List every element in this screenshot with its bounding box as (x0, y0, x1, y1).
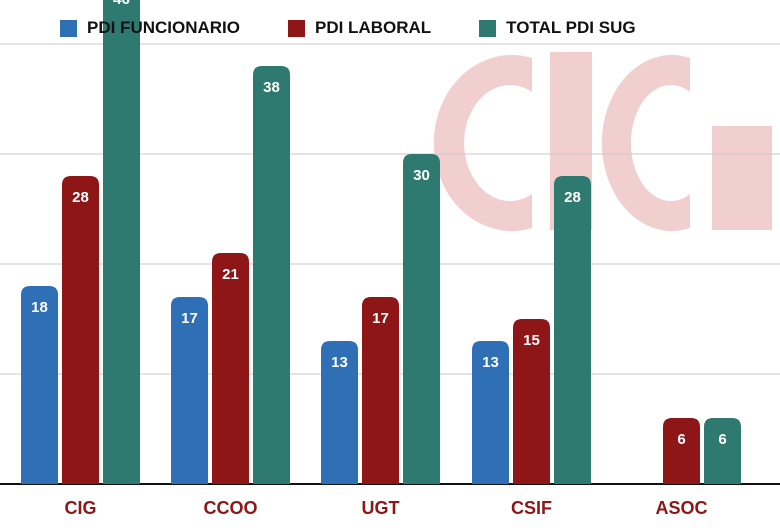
legend-label: PDI FUNCIONARIO (87, 18, 240, 37)
legend-label: PDI LABORAL (315, 18, 432, 37)
bar-csif-1 (513, 319, 550, 484)
bar-value-label: 6 (718, 431, 726, 448)
bar-value-label: 28 (72, 189, 89, 206)
legend-item: PDI LABORAL (288, 18, 431, 38)
legend-label: TOTAL PDI SUG (506, 18, 636, 37)
bar-value-label: 38 (263, 79, 280, 96)
watermark-c-shape (433, 55, 532, 232)
bar-cig-1 (62, 176, 99, 484)
legend-swatch (288, 19, 305, 37)
bar-value-label: 30 (413, 167, 430, 184)
bar-value-label: 46 (113, 0, 130, 8)
bar-value-label: 6 (677, 431, 685, 448)
bar-ugt-1 (362, 297, 399, 484)
watermark-g-arc (601, 55, 690, 232)
bar-value-label: 18 (31, 299, 48, 316)
legend-item: PDI FUNCIONARIO (60, 18, 240, 38)
bar-cig-2 (103, 0, 140, 484)
bar-asoc-1 (663, 418, 700, 484)
legend-swatch (479, 19, 497, 37)
bar-ccoo-2 (253, 66, 290, 484)
category-label: CSIF (511, 498, 552, 518)
category-label: CIG (64, 498, 96, 518)
bar-asoc-2 (704, 418, 741, 484)
bar-ugt-2 (403, 154, 440, 484)
bar-ugt-0 (321, 341, 358, 484)
cig-watermark-logo (433, 52, 772, 232)
watermark-g-bar (712, 126, 772, 230)
bar-ccoo-1 (212, 253, 249, 484)
bar-value-label: 15 (523, 332, 540, 349)
category-label: UGT (362, 498, 400, 518)
bar-value-label: 17 (181, 310, 198, 327)
legend-item: TOTAL PDI SUG (479, 18, 636, 38)
category-label: ASOC (655, 498, 707, 518)
bar-value-label: 13 (482, 354, 499, 371)
bar-cig-0 (21, 286, 58, 484)
bar-ccoo-0 (171, 297, 208, 484)
bar-csif-2 (554, 176, 591, 484)
bar-value-label: 28 (564, 189, 581, 206)
bar-csif-0 (472, 341, 509, 484)
bar-value-label: 17 (372, 310, 389, 327)
bar-value-label: 13 (331, 354, 348, 371)
bar-value-label: 21 (222, 266, 239, 283)
category-label: CCOO (204, 498, 258, 518)
chart-legend: PDI FUNCIONARIO PDI LABORAL TOTAL PDI SUG (60, 18, 636, 38)
legend-swatch (60, 19, 77, 37)
